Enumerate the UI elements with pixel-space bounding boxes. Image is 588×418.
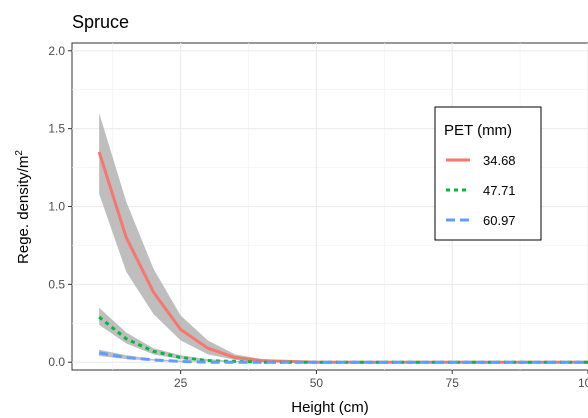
- legend-title: PET (mm): [444, 122, 512, 139]
- legend-label: 60.97: [483, 213, 516, 228]
- y-tick-label: 0.0: [48, 355, 65, 369]
- legend-box: [434, 106, 542, 241]
- series-lines: [97, 151, 588, 364]
- x-tick-label: 100: [578, 376, 588, 390]
- legend-label: 47.71: [483, 183, 516, 198]
- series-line: [98, 351, 588, 364]
- y-tick-label: 0.5: [48, 277, 65, 291]
- legend: PET (mm) 34.68 47.71 60.97: [434, 106, 542, 241]
- y-tick-label: 1.5: [48, 122, 65, 136]
- y-axis-title: Rege. density/m2: [14, 150, 32, 264]
- y-axis-title-superscript: 2: [14, 150, 25, 156]
- y-tick-label: 2.0: [48, 44, 65, 58]
- y-axis-ticks: 0.0 0.5 1.0 1.5 2.0: [48, 44, 72, 369]
- legend-items: 34.68 47.71 60.97: [446, 153, 516, 228]
- x-axis-title: Height (cm): [291, 399, 369, 416]
- x-tick-label: 25: [174, 376, 188, 390]
- legend-label: 34.68: [483, 153, 516, 168]
- chart-title: Spruce: [72, 12, 129, 32]
- x-tick-label: 50: [310, 376, 324, 390]
- y-tick-label: 1.0: [48, 200, 65, 214]
- y-axis-title-main: Rege. density/m: [15, 156, 32, 264]
- x-axis-ticks: 25 50 75 100: [174, 370, 588, 390]
- series-line: [98, 315, 588, 364]
- x-tick-label: 75: [446, 376, 460, 390]
